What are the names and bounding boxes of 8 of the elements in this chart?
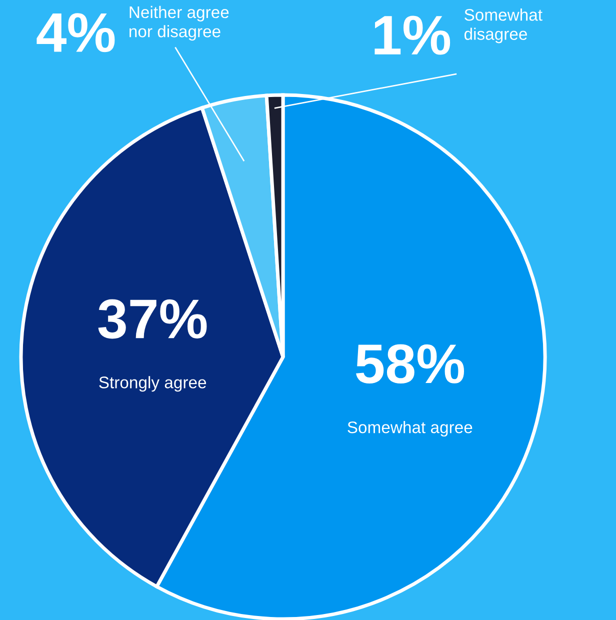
- slice-label: Somewhat disagree: [464, 8, 542, 44]
- slice-label: Neither agree nor disagree: [130, 6, 229, 41]
- data-label: 1%: [374, 16, 450, 55]
- slice-label: Somewhat agree: [348, 421, 472, 437]
- data-label: 4%: [36, 13, 115, 52]
- data-label: 58%: [356, 344, 464, 384]
- data-label: 37%: [98, 299, 207, 339]
- slice-label: Strongly agree: [99, 376, 206, 392]
